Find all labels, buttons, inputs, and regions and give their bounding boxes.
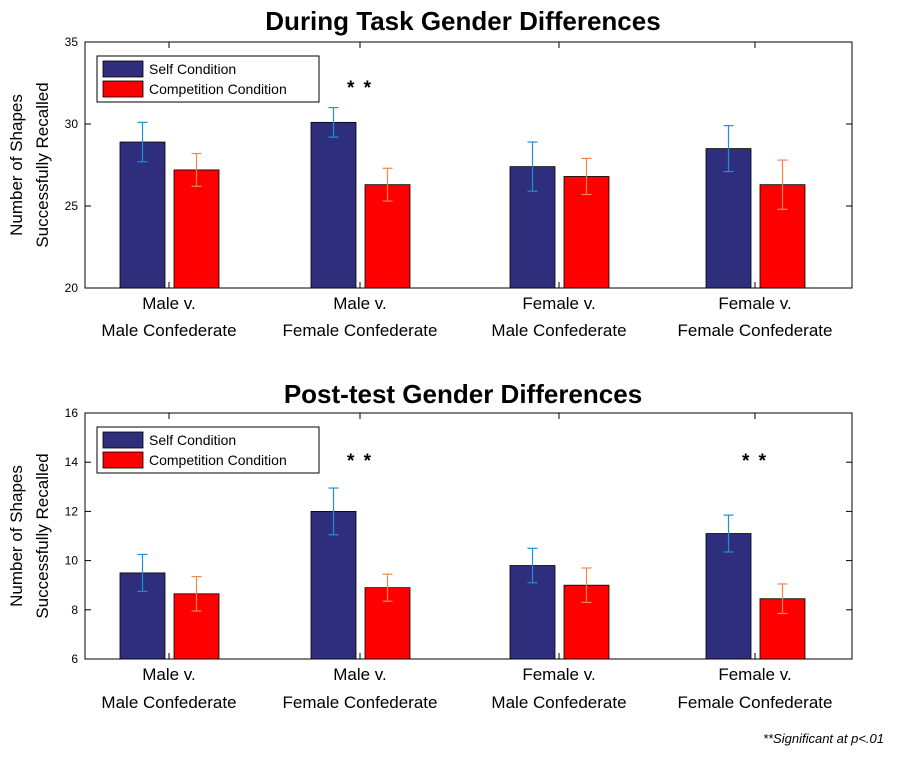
plot-frame	[84, 41, 853, 289]
x-tick-label: Female Confederate	[678, 321, 833, 340]
y-tick-label: 14	[65, 455, 79, 469]
y-tick-label: 30	[65, 117, 79, 131]
bar-self-condition	[119, 141, 166, 289]
y-tick-label: 8	[71, 603, 78, 617]
legend-label: Self Condition	[149, 432, 236, 448]
legend-swatch-self	[102, 60, 144, 78]
x-tick-label: Female Confederate	[283, 321, 438, 340]
legend-swatch-self	[102, 431, 144, 449]
legend-label: Self Condition	[149, 61, 236, 77]
y-tick-label: 6	[71, 652, 78, 666]
x-tick-label: Female Confederate	[283, 693, 438, 712]
x-tick-label: Male v.	[142, 294, 196, 313]
x-tick-label: Female v.	[718, 665, 791, 684]
y-tick-label: 10	[65, 554, 79, 568]
y-tick-label: 20	[65, 281, 79, 295]
significance-footnote: **Significant at p<.01	[762, 731, 884, 746]
legend-label: Competition Condition	[149, 452, 287, 468]
x-tick-label: Male v.	[333, 665, 387, 684]
legend-label: Competition Condition	[149, 81, 287, 97]
x-tick-label: Female v.	[522, 294, 595, 313]
x-tick-label: Female Confederate	[678, 693, 833, 712]
x-tick-label: Female v.	[522, 665, 595, 684]
plot-frame	[84, 412, 853, 660]
bar-self-condition	[310, 510, 357, 660]
y-axis-label: Number of Shapes	[7, 465, 26, 607]
x-tick-label: Female v.	[718, 294, 791, 313]
chart-title: Post-test Gender Differences	[284, 379, 642, 409]
bar-self-condition	[310, 121, 357, 289]
y-axis-label: Successfully Recalled	[33, 82, 52, 247]
x-tick-label: Male Confederate	[101, 693, 236, 712]
y-axis-label: Successfully Recalled	[33, 453, 52, 618]
significance-marker: * *	[742, 451, 768, 472]
x-tick-label: Male v.	[333, 294, 387, 313]
legend-swatch-competition	[102, 80, 144, 98]
y-tick-label: 35	[65, 35, 79, 49]
chart-1: During Task Gender Differences Number of …	[7, 6, 853, 340]
legend-swatch-competition	[102, 451, 144, 469]
y-tick-label: 12	[65, 504, 79, 518]
significance-marker: * *	[347, 78, 373, 99]
y-tick-label: 25	[65, 199, 79, 213]
x-tick-label: Male Confederate	[491, 321, 626, 340]
significance-marker: * *	[347, 451, 373, 472]
y-axis-label: Number of Shapes	[7, 94, 26, 236]
chart-title: During Task Gender Differences	[265, 6, 660, 36]
y-tick-label: 16	[65, 406, 79, 420]
x-tick-label: Male Confederate	[491, 693, 626, 712]
bar-competition-condition	[173, 169, 220, 289]
chart-2: Post-test Gender Differences Number of Sh…	[7, 379, 853, 712]
bar-self-condition	[705, 533, 752, 660]
x-tick-label: Male v.	[142, 665, 196, 684]
x-tick-label: Male Confederate	[101, 321, 236, 340]
